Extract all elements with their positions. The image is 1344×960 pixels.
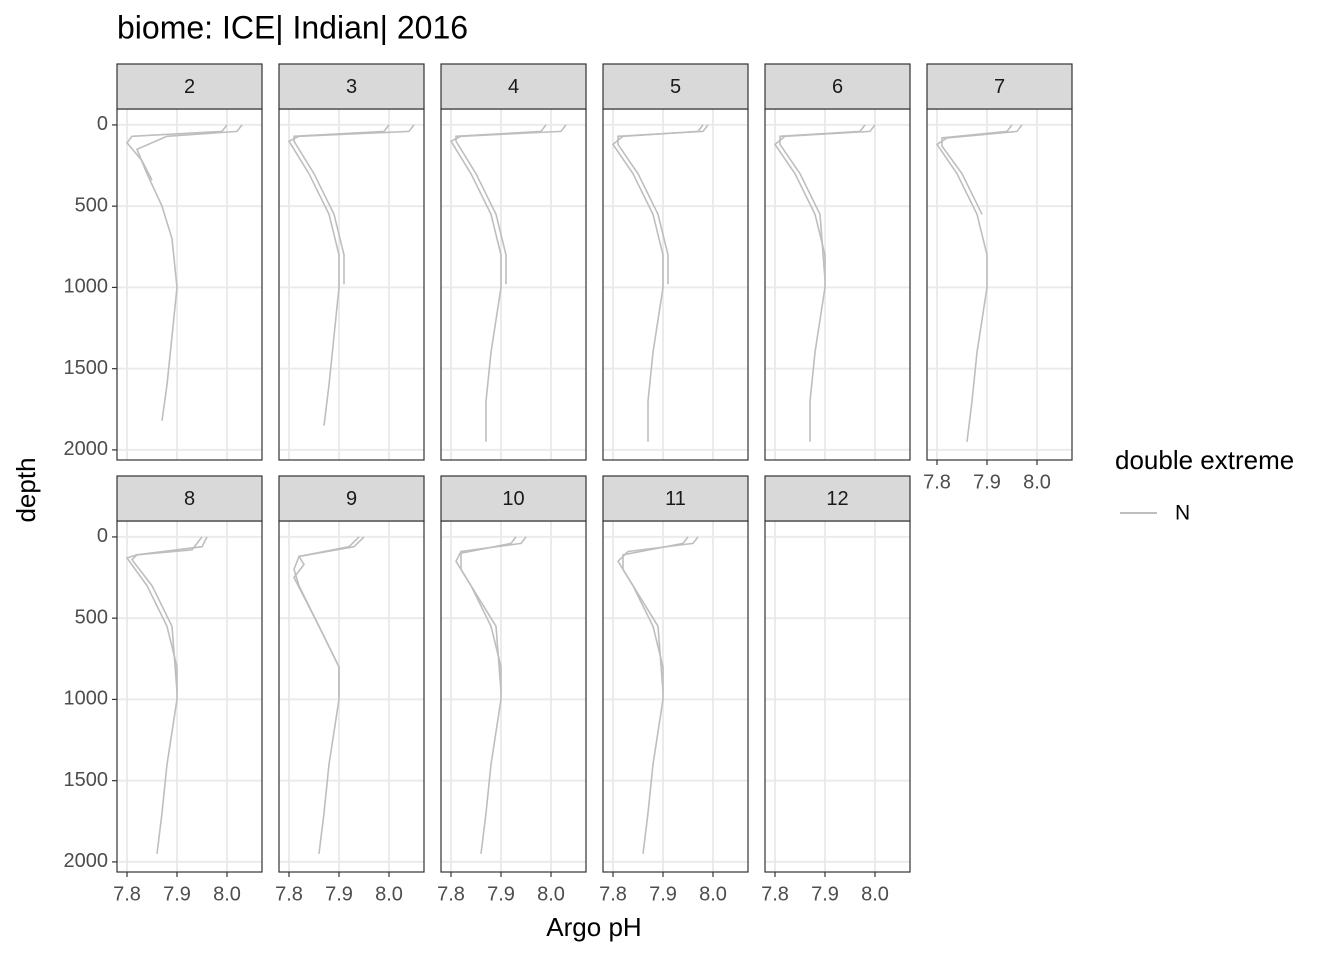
y-tick-label: 1500 [64, 357, 109, 379]
x-tick-label: 7.8 [761, 883, 789, 905]
x-tick-label: 7.8 [437, 883, 465, 905]
y-tick-label: 1000 [64, 688, 109, 710]
x-tick-label: 8.0 [861, 883, 889, 905]
profile-line [622, 536, 689, 692]
x-tick-label: 7.9 [163, 883, 191, 905]
panel-background [603, 109, 748, 460]
y-tick-label: 0 [97, 113, 108, 135]
x-tick-label: 7.9 [325, 883, 353, 905]
profile-line [455, 124, 547, 285]
panel-background [117, 521, 262, 872]
panel-background [927, 109, 1072, 460]
strip [440, 63, 587, 110]
profile-line [616, 536, 699, 854]
strip-label: 4 [508, 76, 519, 98]
x-tick-label: 7.8 [599, 883, 627, 905]
profile-line [130, 536, 203, 692]
strip [116, 63, 263, 110]
x-tick-label: 8.0 [699, 883, 727, 905]
strip [440, 475, 587, 522]
x-tick-label: 7.8 [275, 883, 303, 905]
strip-label: 9 [346, 488, 357, 510]
strip [602, 475, 749, 522]
profile-line [779, 124, 866, 280]
y-tick-label: 0 [97, 525, 108, 547]
x-tick-label: 8.0 [213, 883, 241, 905]
panel-background [117, 109, 262, 460]
y-tick-label: 500 [75, 194, 108, 216]
profile-line [460, 536, 517, 692]
profile-line [293, 124, 390, 285]
x-tick-label: 7.9 [811, 883, 839, 905]
y-tick-label: 2000 [64, 850, 109, 872]
strip-label: 12 [826, 488, 848, 510]
chart-title: biome: ICE| Indian| 2016 [117, 9, 468, 45]
x-tick-label: 8.0 [537, 883, 565, 905]
x-tick-label: 7.8 [923, 471, 951, 493]
y-tick-label: 500 [75, 606, 108, 628]
panel-background [441, 109, 586, 460]
x-tick-label: 7.9 [973, 471, 1001, 493]
x-tick-label: 7.8 [113, 883, 141, 905]
panel-background [441, 521, 586, 872]
x-tick-label: 7.9 [649, 883, 677, 905]
strip [764, 63, 911, 110]
strip [926, 63, 1073, 110]
profile-line [617, 124, 709, 285]
profile-line [941, 124, 1013, 215]
strip-label: 3 [346, 76, 357, 98]
x-tick-label: 8.0 [1023, 471, 1051, 493]
strip [764, 475, 911, 522]
strip-label: 11 [665, 488, 686, 510]
strip-label: 7 [994, 76, 1005, 98]
y-tick-label: 1500 [64, 769, 109, 791]
strip-label: 2 [184, 76, 195, 98]
strip [602, 63, 749, 110]
panel-background [765, 521, 910, 872]
x-axis-label: Argo pH [546, 912, 641, 942]
profile-line [293, 536, 360, 697]
strip-label: 10 [502, 488, 524, 510]
profile-line [125, 124, 228, 181]
y-tick-label: 2000 [64, 438, 109, 460]
legend-title: double extreme [1115, 445, 1294, 475]
x-tick-label: 8.0 [375, 883, 403, 905]
panel-background [603, 521, 748, 872]
y-tick-label: 1000 [64, 276, 109, 298]
panel-background [765, 109, 910, 460]
strip [278, 475, 425, 522]
panel-background [279, 521, 424, 872]
strip-label: 6 [832, 76, 843, 98]
strip [278, 63, 425, 110]
y-axis-label: depth [11, 457, 41, 522]
strip [116, 475, 263, 522]
strip-label: 5 [670, 76, 681, 98]
panel-background [279, 109, 424, 460]
legend-label: N [1175, 502, 1190, 525]
strip-label: 8 [184, 488, 195, 510]
profile-line [135, 124, 243, 421]
x-tick-label: 7.9 [487, 883, 515, 905]
